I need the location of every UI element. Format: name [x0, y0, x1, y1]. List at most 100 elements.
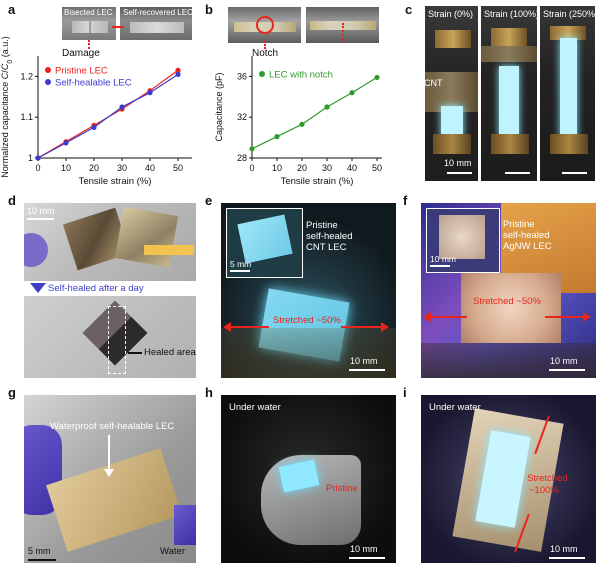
chart-a-y-tick-label: 1	[28, 153, 33, 163]
panel-label-e: e	[205, 193, 213, 208]
chart-a-legend-label-0: Pristine LEC	[55, 66, 108, 77]
recovery-arrow	[112, 26, 124, 28]
chart-b-y-tick-label: 28	[237, 153, 247, 163]
damage-label: Damage	[62, 48, 100, 59]
photo-bisected-lec: Bisected LEC	[62, 7, 116, 40]
pristine-label: Pristine	[326, 483, 358, 494]
panel-label-d: d	[8, 193, 16, 208]
photo-e: 5 mm Pristine self-healed CNT LEC Stretc…	[221, 203, 396, 378]
chart-a-y-axis-label-part: C	[0, 63, 10, 70]
inset-scale-bar-e	[230, 270, 250, 272]
damage-marker	[88, 40, 90, 49]
panel-label-c: c	[405, 2, 413, 17]
photo-self-recovered-lec: Self-recovered LEC	[120, 7, 192, 40]
stretch-label-f: Stretched ~50%	[473, 296, 541, 307]
chart-a-x-tick-label: 50	[173, 163, 183, 173]
stretch-arrow-right-e	[341, 326, 383, 328]
strain-0-label: Strain (0%)	[428, 9, 474, 19]
inset-f-caption-1: Pristine	[503, 219, 535, 230]
chart-a-x-tick-label: 30	[117, 163, 127, 173]
waterproof-arrow	[108, 435, 110, 471]
panel-label-i: i	[403, 385, 407, 400]
scale-bar-f	[549, 369, 585, 371]
stretch-label-e: Stretched ~50%	[273, 315, 341, 326]
photo-notch-before	[228, 7, 301, 43]
chart-a: 0 10 20 30 40 50 1 1.1 1.2 Tensile strain (%) Norm…	[0, 36, 192, 187]
stretch-label-i-2: ~100%	[529, 485, 559, 496]
notch-marker	[264, 41, 266, 49]
scale-e-label: 10 mm	[350, 356, 378, 366]
chart-a-data-point-1	[119, 104, 125, 110]
photo-g: Waterproof self-healable LEC 5 mm Water	[24, 395, 196, 563]
scale-i-label: 10 mm	[550, 544, 578, 554]
inset-e-scale: 5 mm	[230, 259, 252, 269]
bisected-lec-label: Bisected LEC	[64, 8, 113, 17]
scale-bar-d	[27, 218, 54, 220]
photo-i: Under water Stretched ~100% 10 mm	[421, 395, 596, 563]
photo-d-top: 10 mm	[24, 203, 196, 281]
chart-b-data-point-0	[374, 74, 380, 81]
chart-a-legend-label-1: Self-healable LEC	[55, 78, 132, 89]
scale-f-label: 10 mm	[550, 356, 578, 366]
chart-b-y-axis-label: Capacitance (pF)	[214, 72, 224, 141]
inset-f-caption-3: AgNW LEC	[503, 241, 552, 252]
scale-bar-c	[447, 172, 472, 174]
chart-b-data-point-0	[299, 121, 305, 127]
chart-a-x-tick-label: 0	[35, 163, 40, 173]
stretch-arrow-left-f	[427, 316, 467, 318]
chart-a-data-point-0	[175, 67, 181, 73]
inset-e-caption-3: CNT LEC	[306, 242, 347, 253]
cnt-label: CNT	[425, 78, 443, 88]
healed-area-box	[108, 306, 126, 374]
chart-b-y-tick-label: 36	[237, 71, 247, 81]
scale-bar-e	[349, 369, 385, 371]
chart-a-data-point-1	[35, 155, 41, 161]
chart-b: 0 10 20 30 40 50 28 32 36 Tensile strain (%) Capac…	[214, 56, 382, 187]
chart-b-x-tick-label: 10	[272, 163, 282, 173]
inset-scale-bar-f	[430, 265, 450, 267]
chart-a-data-point-1	[147, 90, 153, 96]
notch-label: Notch	[252, 48, 279, 59]
chart-a-y-axis-label-part: C	[0, 72, 10, 79]
chart-b-legend-label-0: LEC with notch	[269, 70, 333, 81]
under-water-label-i: Under water	[429, 402, 481, 413]
chart-a-data-point-1	[63, 140, 69, 146]
chart-b-data-point-0	[324, 104, 330, 110]
scale-h-label: 10 mm	[350, 544, 378, 554]
chart-a-y-axis-label: Normalized capacitance C/C0 (a.u.)	[0, 36, 14, 178]
healed-area-label: Healed area	[144, 347, 196, 358]
under-water-label-h: Under water	[229, 402, 281, 413]
inset-e: 5 mm	[226, 208, 303, 278]
scale-g-label: 5 mm	[28, 546, 51, 556]
self-recovered-lec-label: Self-recovered LEC	[123, 8, 192, 17]
panel-label-b: b	[205, 2, 213, 17]
chart-a-y-tick-label: 1.2	[20, 71, 33, 81]
chart-a-legend-marker-0	[45, 67, 51, 73]
chart-b-y-tick-label: 32	[237, 112, 247, 122]
panel-label-g: g	[8, 385, 16, 400]
chart-a-y-tick-label: 1.1	[20, 112, 33, 122]
inset-f-scale: 10 mm	[430, 254, 456, 264]
chart-b-x-tick-label: 50	[372, 163, 382, 173]
scale-bar-g	[28, 559, 56, 561]
chart-a-x-tick-label: 10	[61, 163, 71, 173]
chart-a-x-axis-label: Tensile strain (%)	[79, 176, 152, 187]
strain-100-label: Strain (100%)	[484, 9, 537, 19]
scale-bar-i	[549, 557, 585, 559]
chart-b-x-axis-label: Tensile strain (%)	[281, 176, 354, 187]
stretch-label-i-1: Stretched	[527, 473, 568, 484]
chart-a-y-axis-label-part: Normalized capacitance	[0, 79, 10, 178]
photo-f: 10 mm Pristine self-healed AgNW LEC Stre…	[421, 203, 596, 378]
chart-b-data-point-0	[274, 133, 280, 140]
chart-b-series-line-0	[251, 76, 378, 150]
down-arrow-icon	[30, 283, 46, 293]
chart-b-legend-marker-0	[259, 71, 265, 77]
chart-b-data-point-0	[349, 90, 355, 96]
scale-bar-c2	[505, 172, 530, 174]
photo-d-bottom: Healed area	[24, 296, 196, 378]
inset-e-caption-1: Pristine	[306, 220, 338, 231]
strain-250-label: Strain (250%)	[543, 9, 595, 19]
panel-label-f: f	[403, 193, 408, 208]
chart-b-x-tick-label: 40	[347, 163, 357, 173]
chart-a-legend-marker-1	[45, 79, 51, 85]
